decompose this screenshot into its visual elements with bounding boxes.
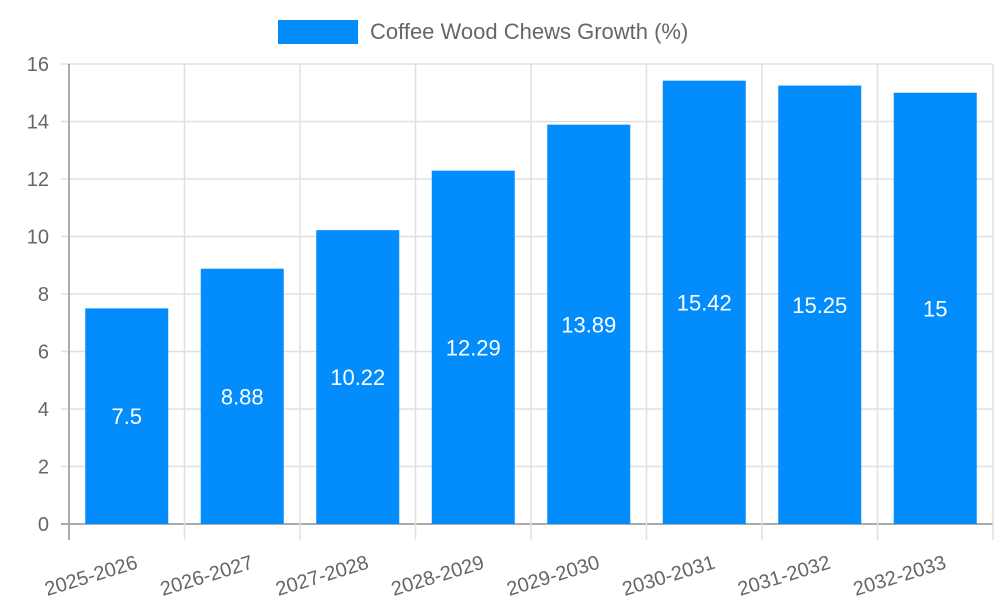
y-tick-label: 4 bbox=[38, 399, 49, 421]
x-tick-label: 2025-2026 bbox=[42, 552, 140, 600]
bar[interactable] bbox=[200, 268, 284, 524]
grid-lines bbox=[61, 63, 994, 540]
x-tick-label: 2029-2030 bbox=[504, 552, 602, 600]
y-tick-label: 16 bbox=[27, 54, 49, 76]
x-axis: 2025-2026 2026-2027 2027-2028 2028-2029 2029… bbox=[42, 552, 948, 600]
bar-value-label: 13.89 bbox=[561, 312, 616, 337]
bar-value-label: 12.29 bbox=[446, 335, 501, 360]
y-tick-label: 0 bbox=[38, 514, 49, 536]
bar-value-label: 15.42 bbox=[677, 290, 732, 315]
y-axis: 0 2 4 6 8 10 12 14 16 bbox=[27, 54, 49, 536]
y-tick-label: 10 bbox=[27, 227, 49, 249]
y-tick-label: 14 bbox=[27, 112, 49, 134]
legend[interactable]: Coffee Wood Chews Growth (%) bbox=[278, 19, 688, 44]
x-tick-label: 2028-2029 bbox=[389, 552, 487, 600]
bar[interactable] bbox=[893, 92, 977, 524]
bar-value-label: 7.5 bbox=[111, 404, 142, 429]
bars: 7.5 8.88 10.22 12.29 13.89 15.42 15.25 15 bbox=[85, 80, 977, 525]
y-tick-label: 6 bbox=[38, 342, 49, 364]
y-tick-label: 12 bbox=[27, 169, 49, 191]
x-tick-label: 2027-2028 bbox=[273, 552, 371, 600]
x-tick-label: 2031-2032 bbox=[735, 552, 833, 600]
bar[interactable] bbox=[662, 80, 746, 525]
y-tick-label: 2 bbox=[38, 457, 49, 479]
bar-value-label: 15.25 bbox=[792, 293, 847, 318]
legend-label: Coffee Wood Chews Growth (%) bbox=[370, 19, 688, 44]
bar-value-label: 10.22 bbox=[330, 365, 385, 390]
bar[interactable] bbox=[547, 124, 631, 524]
bar[interactable] bbox=[85, 308, 169, 524]
bar-value-label: 15 bbox=[923, 296, 947, 321]
x-tick-label: 2032-2033 bbox=[851, 552, 949, 600]
bar[interactable] bbox=[316, 230, 400, 525]
bar[interactable] bbox=[431, 170, 515, 524]
x-tick-label: 2030-2031 bbox=[620, 552, 718, 600]
x-tick-label: 2026-2027 bbox=[158, 552, 256, 600]
bar[interactable] bbox=[778, 85, 862, 524]
y-tick-label: 8 bbox=[38, 284, 49, 306]
legend-swatch bbox=[278, 20, 358, 44]
bar-value-label: 8.88 bbox=[221, 384, 264, 409]
